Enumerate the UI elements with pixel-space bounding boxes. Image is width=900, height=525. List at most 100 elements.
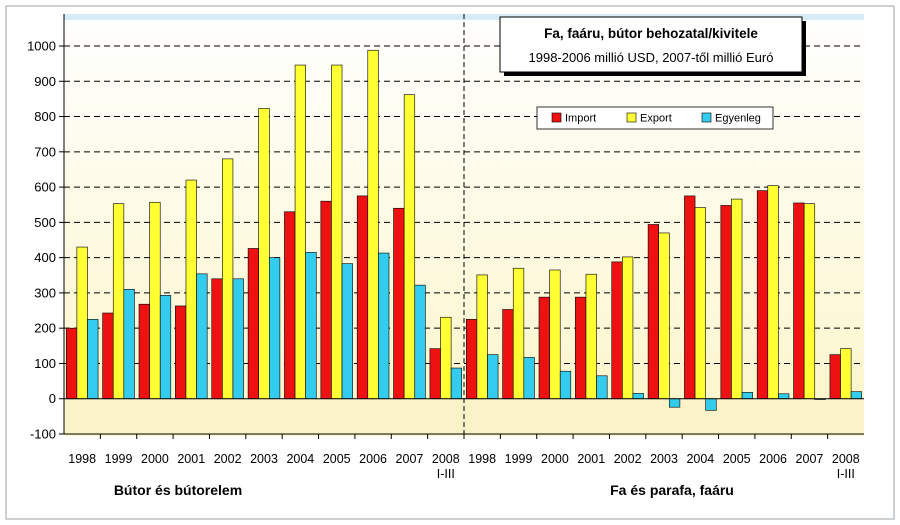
bar-export-1-10 (840, 348, 852, 400)
bar-egyenleg-1-8 (778, 393, 790, 400)
title-box: Fa, faáru, bútor behozatal/kivitele 1998… (499, 16, 806, 76)
bar-egyenleg-0-8 (378, 252, 390, 400)
bar-export-1-2 (549, 269, 561, 400)
bar-export-0-9 (403, 94, 416, 400)
bar-egyenleg-0-5 (268, 257, 281, 400)
bar-import-1-7 (720, 205, 732, 400)
bar-egyenleg-0-7 (341, 263, 353, 400)
bar-egyenleg-1-1 (523, 357, 535, 400)
bar-import-1-8 (756, 190, 769, 400)
bar-export-0-5 (258, 108, 270, 400)
bar-export-1-5 (658, 232, 670, 400)
x-tick-label: I-III (837, 467, 855, 481)
bar-export-0-0 (76, 246, 88, 400)
legend-swatch-egyenleg (701, 112, 712, 123)
bar-export-0-8 (367, 49, 379, 400)
bar-export-0-2 (149, 201, 161, 400)
bar-egyenleg-0-0 (87, 319, 99, 400)
bar-egyenleg-1-7 (741, 392, 753, 400)
bar-export-1-7 (731, 198, 743, 400)
bar-import-0-7 (320, 200, 332, 400)
y-tick-label: 1000 (27, 39, 56, 54)
y-tick-label: 100 (34, 356, 56, 371)
y-tick-label: 900 (34, 74, 56, 89)
bar-egyenleg-0-9 (414, 284, 426, 400)
bar-egyenleg-1-0 (487, 354, 499, 400)
bar-egyenleg-1-4 (632, 393, 644, 400)
bar-egyenleg-0-4 (232, 278, 244, 400)
bar-export-0-4 (222, 158, 234, 400)
x-tick-label: 2002 (614, 452, 642, 466)
legend: Import Export Egyenleg (536, 106, 774, 130)
bar-import-0-1 (102, 312, 114, 400)
y-tick-label: 800 (34, 109, 56, 124)
x-tick-label: 2001 (177, 452, 205, 466)
y-tick-label: 0 (49, 391, 56, 406)
x-tick-label: 2006 (759, 452, 787, 466)
bar-import-0-6 (284, 211, 296, 400)
x-tick-label: 1999 (105, 452, 133, 466)
bar-export-1-3 (585, 273, 597, 400)
y-tick-label: 200 (34, 321, 56, 336)
bar-egyenleg-0-2 (159, 295, 172, 400)
bar-export-0-10 (440, 316, 452, 400)
bar-export-0-7 (331, 64, 343, 400)
bar-import-0-8 (356, 195, 369, 400)
bar-egyenleg-1-5 (668, 398, 681, 408)
x-tick-label: 2006 (359, 452, 387, 466)
bar-export-1-6 (694, 207, 706, 400)
x-tick-label: 2004 (286, 452, 314, 466)
bar-import-0-10 (429, 348, 441, 400)
legend-label-import: Import (565, 113, 596, 125)
x-tick-label: 2001 (577, 452, 605, 466)
x-tick-label: 2004 (686, 452, 714, 466)
x-tick-label: 2007 (396, 452, 424, 466)
x-tick-label: 2008 (832, 452, 860, 466)
y-tick-label: 400 (34, 250, 56, 265)
x-tick-label: 2008 (432, 452, 460, 466)
y-tick-label: 500 (34, 215, 56, 230)
group-label-0: Bútor és bútorelem (114, 482, 242, 498)
x-tick-label: 2005 (323, 452, 351, 466)
bar-egyenleg-0-6 (305, 252, 317, 400)
bar-export-1-1 (512, 267, 525, 400)
bar-import-0-3 (175, 305, 187, 400)
y-tick-label: -100 (30, 427, 56, 442)
y-tick-label: 700 (34, 144, 56, 159)
bar-import-1-9 (793, 202, 805, 400)
legend-label-export: Export (640, 113, 672, 125)
bar-import-1-1 (502, 309, 514, 400)
bar-export-1-4 (622, 256, 634, 400)
bar-export-0-3 (185, 179, 197, 400)
x-tick-label: 2007 (796, 452, 824, 466)
bar-import-1-6 (684, 195, 696, 400)
x-tick-label: 2000 (541, 452, 569, 466)
bar-import-1-0 (465, 319, 478, 400)
x-tick-label: 1998 (68, 452, 96, 466)
x-tick-label: 2002 (214, 452, 242, 466)
legend-swatch-export (626, 112, 637, 123)
bar-egyenleg-1-10 (850, 391, 863, 400)
bar-import-0-5 (247, 248, 260, 400)
y-tick-label: 600 (34, 180, 56, 195)
bar-export-0-1 (112, 203, 125, 400)
group-label-1: Fa és parafa, faáru (610, 482, 734, 498)
bar-import-0-0 (65, 327, 78, 400)
bar-import-1-4 (611, 261, 623, 400)
chart-subtitle: 1998-2006 millió USD, 2007-től millió Eu… (529, 50, 774, 65)
bar-export-1-0 (476, 274, 488, 400)
chart-title: Fa, faáru, bútor behozatal/kivitele (544, 26, 758, 41)
bar-export-0-6 (294, 64, 306, 400)
bar-import-1-5 (647, 224, 659, 400)
bar-import-0-9 (393, 207, 405, 400)
x-tick-label: 1998 (468, 452, 496, 466)
y-tick-label: 300 (34, 285, 56, 300)
bar-egyenleg-1-2 (559, 370, 572, 400)
x-tick-label: I-III (437, 467, 455, 481)
bar-egyenleg-0-1 (123, 289, 135, 400)
x-tick-label: 1999 (505, 452, 533, 466)
bar-egyenleg-0-10 (450, 367, 463, 400)
bar-export-1-8 (767, 185, 779, 400)
x-tick-label: 2005 (723, 452, 751, 466)
